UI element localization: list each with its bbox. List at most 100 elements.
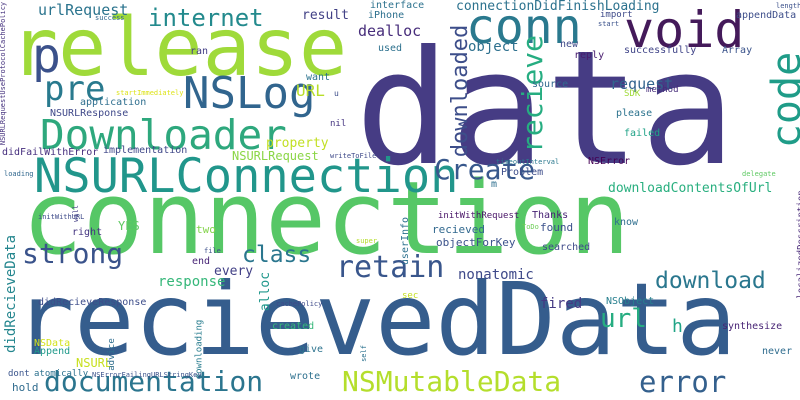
word-create: Create — [434, 153, 536, 186]
word-loading: loading — [4, 170, 34, 178]
word-nsurlrequest: NSURLRequest — [232, 149, 319, 163]
word-appenddata: appendData — [736, 10, 797, 21]
word-right: right — [72, 227, 103, 238]
word-know: know — [614, 217, 639, 228]
word-class: class — [242, 242, 312, 268]
word-give: give — [299, 344, 324, 355]
word-thanks: Thanks — [532, 210, 569, 221]
word-dont: dont — [8, 369, 30, 379]
word-nonatomic: nonatomic — [458, 267, 534, 283]
word-file: file — [204, 247, 221, 255]
word-property: property — [266, 136, 329, 151]
word-didrecievedata: didRecieveData — [3, 234, 20, 354]
word-want: want — [306, 72, 331, 83]
word-interface: interface — [370, 0, 425, 11]
word-two: two — [196, 223, 216, 236]
word-nsurlresponse: NSURLResponse — [50, 108, 129, 119]
word-implementation: implementation — [103, 145, 188, 156]
word-pre: pre — [44, 69, 106, 109]
word-searched: searched — [542, 242, 591, 253]
word-downloadcontentsofurl: downloadContentsOfUrl — [608, 181, 773, 196]
word-atomically: atomically — [34, 369, 89, 379]
word-iphone: iPhone — [368, 10, 405, 21]
word-synthesize: synthesize — [722, 321, 783, 332]
word-problem: Problem — [501, 167, 544, 178]
word-cachepolicy: cachePolicy — [276, 300, 323, 308]
word-nil: nil — [330, 119, 347, 129]
word-nslog: NSLog — [183, 68, 316, 119]
word-ran: ran — [190, 46, 209, 57]
word-start: start — [598, 20, 620, 28]
word-application: application — [80, 97, 147, 108]
word-data: data — [355, 17, 736, 201]
word-created: created — [272, 321, 315, 332]
word-strong: strong — [22, 237, 124, 270]
word-sdk: SDK — [624, 89, 641, 99]
word-startimmediately: startImmediately — [116, 89, 184, 97]
word-recieve: recieve — [516, 34, 550, 154]
word-error: error — [639, 365, 727, 399]
word-found: found — [540, 221, 574, 234]
word-p: p — [32, 28, 61, 84]
word-download: download — [655, 268, 766, 294]
word-didrecieveresponse: didRecieveResponse — [38, 297, 147, 308]
word-sec: sec — [402, 291, 419, 301]
word-end: end — [192, 256, 211, 267]
word-alloc: alloc — [258, 271, 274, 312]
word-initwithrequest: initWithRequest — [438, 211, 520, 221]
word-objectforkey: objectForKey — [436, 236, 516, 249]
word-initwithurl: initWithURL — [38, 213, 85, 221]
word-void: void — [624, 1, 745, 59]
word-code: code — [764, 51, 800, 149]
word-nserrorfailingurlstringkey: NSErrorFailingURLStringKey — [92, 371, 202, 379]
word-nsmutabledata: NSMutableData — [342, 365, 562, 398]
word-url-small: URL — [296, 81, 325, 100]
word-recieveddata: recievedData — [14, 261, 737, 378]
word-nsobject: NSObject — [606, 296, 655, 307]
word-will: will — [71, 205, 80, 222]
word-delegate: delegate — [742, 170, 776, 178]
word-source: source — [532, 79, 569, 90]
word-append: Append — [34, 346, 71, 357]
word-new: new — [560, 39, 579, 50]
word-internet: internet — [148, 4, 264, 32]
word-documentation: documentation — [44, 365, 264, 398]
word-h: h — [672, 316, 683, 337]
word-method: method — [646, 85, 679, 95]
word-used: used — [378, 43, 403, 54]
word-fired: fired — [540, 296, 583, 312]
word-never: never — [762, 346, 793, 357]
word-successfully: successfully — [624, 45, 697, 56]
word-nsurlrequestuseprotocolcachepolicy: NSURLRequestUseProtocolCachePolicy — [0, 1, 8, 146]
word-todo: ToDo — [522, 223, 539, 231]
word-self: self — [359, 345, 368, 362]
word-object: object — [468, 39, 519, 55]
word-advice: advice — [106, 338, 117, 371]
word-array: Array — [722, 45, 753, 56]
word-dealloc: dealloc — [358, 22, 422, 40]
word-urlrequest: urlRequest — [38, 1, 129, 19]
word-retain: retain — [336, 250, 445, 285]
word-nsurl: NSURL — [76, 356, 113, 370]
word-u: u — [334, 89, 339, 98]
word-please: please — [616, 108, 653, 119]
word-import: import — [600, 10, 633, 20]
word-wrote: wrote — [290, 371, 321, 382]
word-m: m — [491, 179, 498, 190]
word-yes: YES — [118, 219, 140, 233]
word-failed: failed — [624, 128, 661, 139]
word-success: success — [95, 14, 125, 22]
word-connection: connection — [22, 159, 631, 277]
word-result: result — [302, 8, 349, 23]
word-nsurlconnection: NSURLConnection — [34, 149, 459, 204]
word-timeoutinterval: timeoutInterval — [496, 158, 560, 166]
word-nsdata: NSData — [34, 338, 71, 349]
word-writetofile: writeToFile — [330, 152, 377, 160]
word-hold: hold — [12, 381, 39, 394]
word-downloader: Downloader — [40, 111, 287, 159]
word-nserror: NSError — [588, 156, 631, 167]
word-request: request — [610, 75, 674, 93]
word-recieved: recieved — [432, 223, 485, 236]
word-didfailwitherror: didFailWithError — [2, 147, 99, 158]
